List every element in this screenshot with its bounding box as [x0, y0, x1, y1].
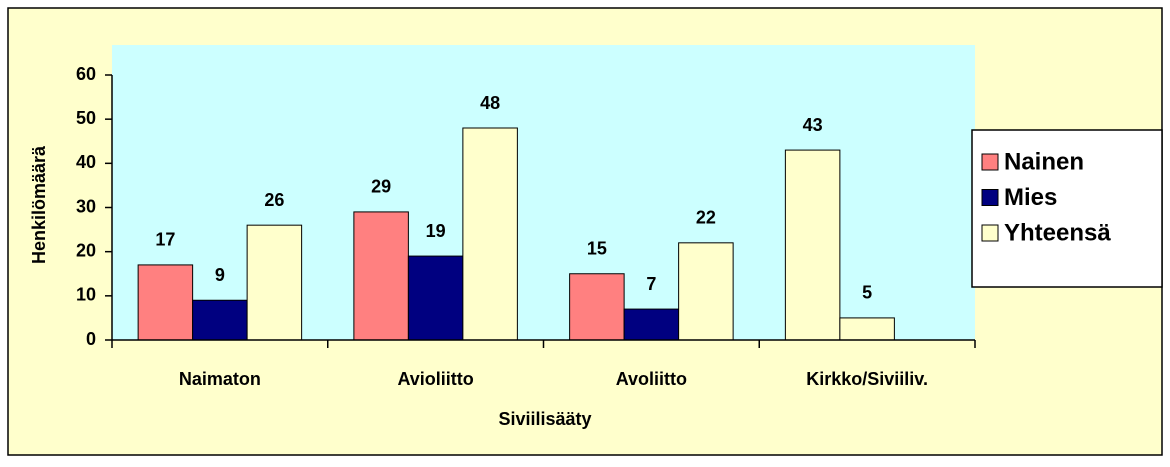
x-tick-label: Avoliitto — [616, 369, 687, 389]
bar — [784, 149, 841, 341]
data-label: 15 — [587, 239, 607, 259]
data-label: 17 — [155, 230, 175, 250]
data-label: 22 — [696, 208, 716, 228]
data-label: 5 — [862, 283, 872, 303]
data-label: 9 — [215, 265, 225, 285]
y-tick-label: 10 — [76, 285, 96, 305]
y-axis-title: Henkilömäärä — [29, 145, 49, 264]
bar — [623, 308, 680, 341]
legend-label: Mies — [1004, 184, 1057, 211]
data-label: 43 — [803, 115, 823, 135]
data-label: 19 — [426, 221, 446, 241]
bar — [462, 127, 518, 341]
legend — [971, 129, 1163, 288]
y-tick-label: 20 — [76, 240, 96, 260]
y-tick-label: 50 — [76, 108, 96, 128]
x-tick-label: Avioliitto — [397, 369, 473, 389]
legend-label: Nainen — [1004, 148, 1084, 175]
bar — [569, 273, 625, 341]
x-tick-label: Naimaton — [179, 369, 261, 389]
data-label: 48 — [480, 93, 500, 113]
bar — [353, 211, 409, 341]
legend-label: Yhteensä — [1004, 219, 1111, 246]
y-tick-label: 40 — [76, 152, 96, 172]
x-axis-title: Siviilisääty — [498, 409, 591, 429]
data-label: 29 — [371, 177, 391, 197]
x-tick-label: Kirkko/Siviiliv. — [806, 369, 928, 389]
legend-swatch — [981, 224, 999, 242]
bar — [407, 255, 464, 341]
legend-swatch — [981, 153, 999, 171]
data-label: 26 — [264, 190, 284, 210]
bar — [137, 264, 194, 341]
bar — [678, 242, 734, 341]
bar — [839, 317, 895, 341]
y-tick-label: 30 — [76, 196, 96, 216]
legend-swatch — [981, 189, 999, 206]
data-label: 7 — [646, 274, 656, 294]
y-tick-label: 0 — [86, 329, 96, 349]
plot-area — [112, 45, 975, 340]
bar — [246, 224, 303, 341]
y-tick-label: 60 — [76, 64, 96, 84]
bar — [192, 299, 248, 341]
